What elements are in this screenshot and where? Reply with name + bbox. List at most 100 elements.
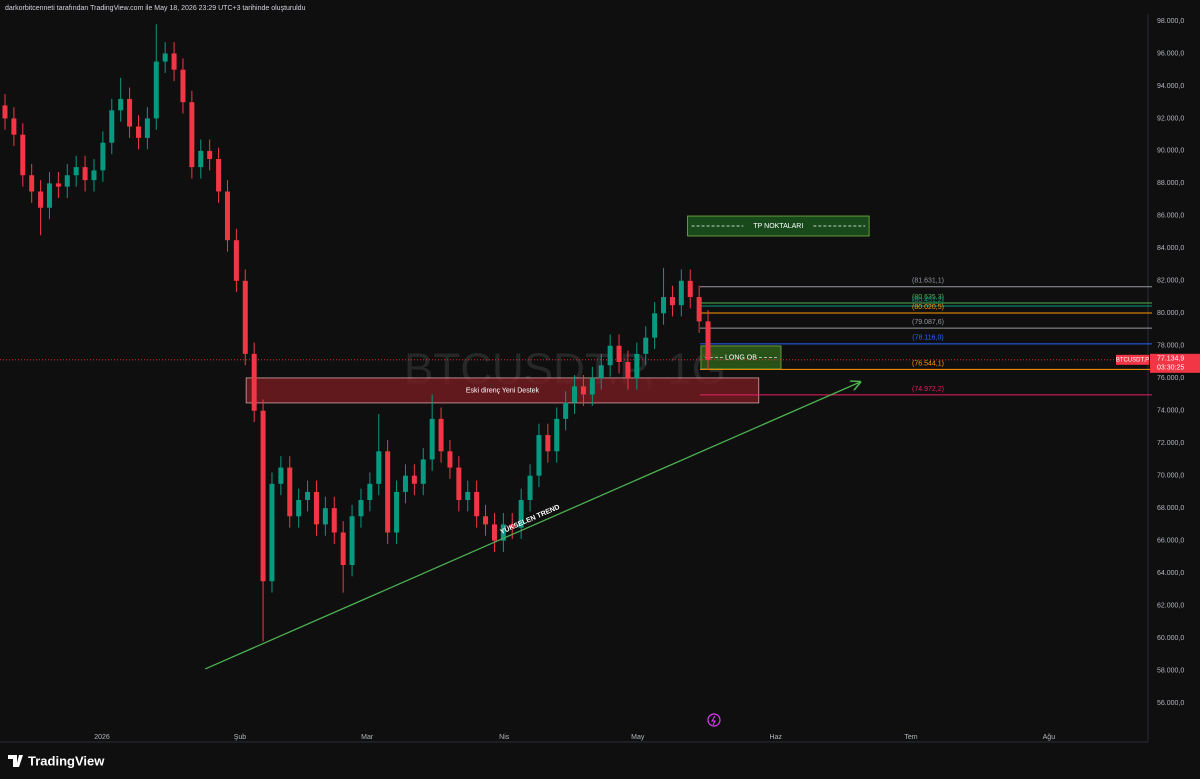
candle-body (447, 451, 453, 468)
candle-body (500, 524, 506, 541)
candle-body (135, 126, 141, 138)
candle-body (678, 280, 684, 306)
candle-body (589, 378, 595, 395)
price-tag-bg (1150, 353, 1200, 373)
y-tick-label: 70.000,0 (1157, 473, 1184, 480)
footer (0, 746, 1200, 779)
x-tick-label: Nis (499, 734, 510, 741)
candle-body (367, 483, 373, 501)
candle-body (313, 491, 319, 525)
candle-body (652, 313, 658, 338)
candle-body (340, 532, 346, 565)
candle-body (705, 321, 711, 360)
candle-body (402, 475, 408, 492)
candle-body (322, 508, 328, 525)
candle-body (287, 467, 293, 517)
candle-body (696, 297, 702, 322)
y-tick-label: 82.000,0 (1157, 278, 1184, 285)
x-tick-label: Tem (904, 734, 917, 741)
candle-body (242, 280, 248, 354)
y-tick-label: 96.000,0 (1157, 50, 1184, 57)
y-tick-label: 56.000,0 (1157, 700, 1184, 707)
candle-body (394, 491, 400, 533)
candle-body (100, 142, 106, 171)
candle-body (634, 353, 640, 379)
candle-body (669, 297, 675, 306)
candle-body (491, 524, 497, 541)
candle-body (278, 467, 284, 484)
candle-body (643, 337, 649, 354)
candle-body (518, 500, 524, 528)
candle-body (420, 459, 426, 484)
candle-body (563, 402, 569, 419)
candle-body (127, 98, 133, 127)
x-tick-label: Mar (361, 734, 374, 741)
x-tick-label: Ağu (1043, 734, 1056, 741)
y-tick-label: 64.000,0 (1157, 570, 1184, 577)
candle-body (46, 183, 52, 208)
zone-label: LONG OB (725, 354, 757, 361)
candle-body (331, 508, 337, 533)
event-icon[interactable] (707, 713, 721, 727)
level-label: (79.087,6) (912, 319, 944, 326)
y-tick-label: 62.000,0 (1157, 602, 1184, 609)
candle-body (572, 386, 578, 403)
candle-body (180, 69, 186, 103)
candle-body (465, 491, 471, 501)
candle-body (349, 516, 355, 565)
candle-body (474, 491, 480, 517)
y-tick-label: 76.000,0 (1157, 375, 1184, 382)
candle-body (385, 451, 391, 533)
level-label: (81.631,1) (912, 278, 944, 285)
candle-body (198, 150, 204, 168)
candle-body (527, 475, 533, 501)
y-tick-label: 80.000,0 (1157, 310, 1184, 317)
candle-body (38, 191, 44, 208)
candle-body (358, 500, 364, 517)
y-tick-label: 66.000,0 (1157, 537, 1184, 544)
level-label: (80.635,3) (912, 294, 944, 301)
level-label: (74.972,2) (912, 386, 944, 393)
candle-body (64, 175, 70, 187)
x-tick-label: 2026 (94, 734, 110, 741)
candle-body (616, 345, 622, 363)
candle-body (55, 183, 61, 187)
candle-body (153, 61, 159, 119)
zone-label: TP NOKTALARI (753, 223, 803, 230)
y-tick-label: 72.000,0 (1157, 440, 1184, 447)
y-tick-label: 84.000,0 (1157, 245, 1184, 252)
candle-body (82, 167, 88, 181)
y-tick-label: 68.000,0 (1157, 505, 1184, 512)
y-tick-label: 58.000,0 (1157, 667, 1184, 674)
y-tick-label: 92.000,0 (1157, 115, 1184, 122)
candle-body (438, 418, 444, 452)
x-tick-label: Şub (234, 734, 247, 741)
x-tick-label: May (631, 734, 645, 741)
candle-body (456, 467, 462, 501)
candle-body (296, 500, 302, 517)
candle-body (598, 365, 604, 379)
level-label: (80.020,5) (912, 304, 944, 311)
level-label: (78.116,0) (912, 335, 943, 342)
candle-body (607, 345, 613, 366)
candle-body (661, 297, 667, 314)
candle-body (305, 491, 311, 501)
candle-body (687, 280, 693, 298)
y-tick-label: 88.000,0 (1157, 180, 1184, 187)
zone (687, 215, 870, 237)
y-tick-label: 78.000,0 (1157, 343, 1184, 350)
candle-body (2, 105, 8, 119)
candle-body (216, 159, 222, 192)
candle-body (171, 53, 177, 70)
candle-body (118, 98, 124, 111)
candle-body (207, 150, 213, 160)
candle-body (11, 118, 17, 135)
y-tick-label: 90.000,0 (1157, 148, 1184, 155)
symbol-tag-bg (1116, 354, 1149, 365)
trend-line (204, 382, 860, 670)
symbol-tag: BTCUSDT.P (1116, 357, 1149, 363)
candle-body (91, 170, 97, 181)
candle-body (509, 524, 515, 528)
level-label: (80.451,2) (912, 297, 944, 304)
